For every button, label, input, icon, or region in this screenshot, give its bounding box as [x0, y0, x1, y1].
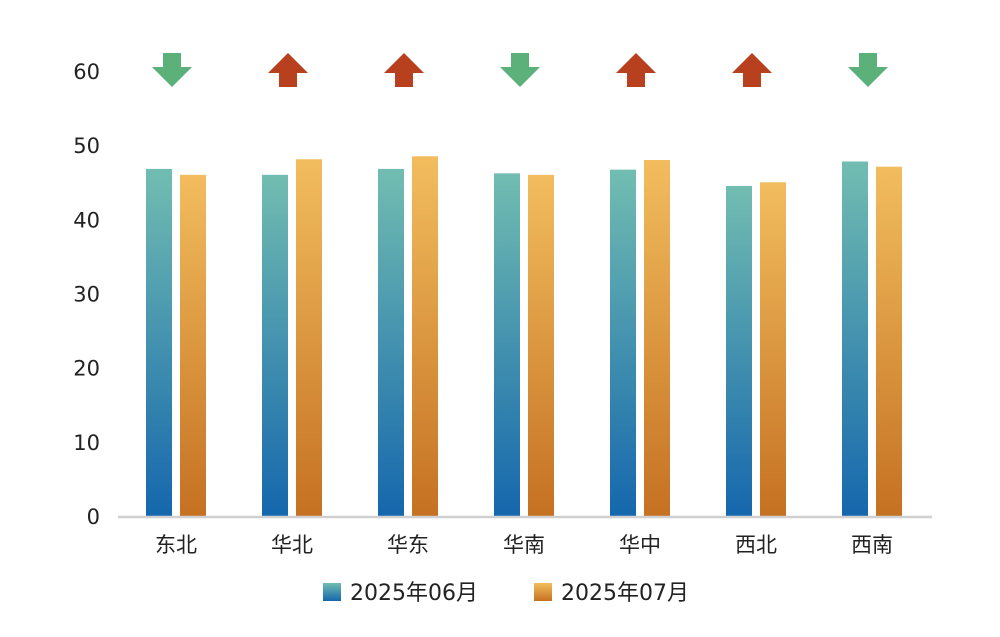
y-tick-label: 60	[73, 60, 100, 84]
x-tick-label: 西南	[851, 533, 893, 557]
y-tick-label: 30	[73, 283, 100, 307]
bar-series-0-5	[726, 185, 752, 517]
arrow-up-icon	[732, 53, 772, 87]
bar-series-0-0	[146, 168, 172, 516]
bar-series-1-4	[644, 160, 670, 516]
bar-series-1-0	[180, 174, 206, 517]
bar-series-0-6	[842, 161, 868, 516]
x-tick-label: 华南	[503, 533, 545, 557]
y-tick-label: 50	[73, 134, 100, 158]
x-tick-label: 东北	[155, 533, 197, 557]
legend-swatch	[534, 583, 552, 601]
y-tick-label: 10	[73, 431, 100, 455]
x-tick-label: 华北	[271, 533, 313, 557]
bars	[146, 156, 902, 517]
bar-series-0-3	[494, 173, 520, 516]
bar-series-1-3	[528, 174, 554, 517]
legend-item-1: 2025年07月	[534, 581, 689, 606]
arrow-up-icon	[268, 53, 308, 87]
arrow-up-icon	[616, 53, 656, 87]
y-tick-label: 0	[87, 505, 100, 529]
bar-series-1-5	[760, 182, 786, 516]
arrow-down-icon	[500, 53, 540, 87]
legend-swatch	[323, 583, 341, 601]
legend-label: 2025年07月	[561, 581, 689, 606]
arrow-down-icon	[152, 53, 192, 87]
bar-series-1-2	[412, 156, 438, 516]
legend: 2025年06月 2025年07月	[323, 581, 689, 606]
legend-item-0: 2025年06月	[323, 581, 478, 606]
bar-series-1-1	[296, 159, 322, 516]
bar-series-0-1	[262, 174, 288, 517]
legend-label: 2025年06月	[350, 581, 478, 606]
x-tick-label: 华中	[619, 533, 661, 557]
bar-series-0-2	[378, 168, 404, 516]
x-tick-label: 华东	[387, 533, 429, 557]
arrow-up-icon	[384, 53, 424, 87]
bar-series-0-4	[610, 169, 636, 516]
bar-series-1-6	[876, 166, 902, 517]
y-axis: 0 10 20 30 40 50 60	[73, 60, 100, 529]
arrow-down-icon	[848, 53, 888, 87]
y-tick-label: 20	[73, 357, 100, 381]
x-axis: 东北 华北 华东 华南 华中 西北 西南	[118, 515, 932, 557]
y-tick-label: 40	[73, 208, 100, 232]
x-tick-label: 西北	[735, 533, 777, 557]
trend-arrows	[152, 53, 888, 87]
